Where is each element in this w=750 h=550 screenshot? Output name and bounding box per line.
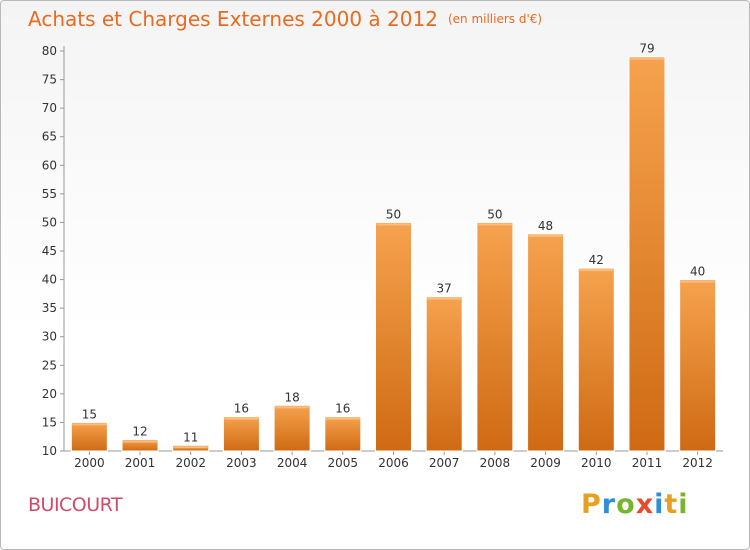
data-label: 40 [690, 265, 705, 279]
bar-highlight [173, 446, 208, 449]
y-tick-label: 55 [42, 187, 57, 201]
bar-highlight [680, 280, 715, 283]
logo-letter: i [678, 489, 689, 520]
bar [628, 56, 666, 452]
bar [476, 221, 514, 452]
data-label: 79 [639, 42, 654, 56]
x-tick-label: 2007 [429, 456, 460, 470]
bar-highlight [427, 297, 462, 300]
x-tick-label: 2009 [530, 456, 561, 470]
y-tick-label: 80 [42, 44, 57, 58]
y-tick-label: 10 [42, 444, 57, 458]
y-tick-label: 65 [42, 130, 57, 144]
data-label: 18 [284, 390, 299, 404]
y-tick-label: 35 [42, 301, 57, 315]
bar-highlight [72, 423, 107, 426]
y-tick-label: 50 [42, 215, 57, 229]
x-tick-label: 2006 [378, 456, 409, 470]
logo-letter: o [616, 489, 636, 520]
x-tick-label: 2012 [682, 456, 713, 470]
data-label: 42 [589, 253, 604, 267]
bar-highlight [528, 234, 563, 237]
bar [577, 267, 615, 452]
bar [324, 416, 362, 452]
data-label: 50 [487, 207, 502, 221]
data-label: 15 [82, 407, 97, 421]
y-tick-label: 60 [42, 158, 57, 172]
bar-highlight [275, 406, 310, 409]
logo-letter: r [601, 489, 617, 520]
data-label: 37 [437, 282, 452, 296]
y-tick-label: 40 [42, 273, 57, 287]
data-label: 12 [132, 425, 147, 439]
data-label: 48 [538, 219, 553, 233]
y-tick-label: 75 [42, 73, 57, 87]
logo-letter: x [635, 489, 655, 520]
bar [679, 279, 717, 452]
y-tick-label: 70 [42, 101, 57, 115]
proxiti-logo: Proxiti [581, 489, 689, 520]
bar [425, 296, 463, 452]
data-label: 50 [386, 207, 401, 221]
chart-title: Achats et Charges Externes 2000 à 2012 (e… [28, 7, 542, 31]
data-label: 16 [335, 402, 350, 416]
bar [273, 404, 311, 452]
x-tick-label: 2002 [175, 456, 206, 470]
bar [70, 421, 108, 452]
data-label: 16 [234, 402, 249, 416]
bar-highlight [123, 440, 158, 443]
bar-highlight [579, 269, 614, 272]
bar [222, 416, 260, 452]
bar [527, 233, 565, 452]
y-tick-label: 15 [42, 415, 57, 429]
x-tick-label: 2010 [581, 456, 612, 470]
bar [121, 439, 159, 452]
bar-highlight [376, 223, 411, 226]
bars: 15 12 11 16 18 16 50 37 50 48 42 79 40 [70, 42, 717, 452]
logo-letter: i [654, 489, 665, 520]
bar-highlight [325, 417, 360, 420]
x-tick-label: 2001 [125, 456, 156, 470]
bar-highlight [224, 417, 259, 420]
x-tick-label: 2005 [328, 456, 359, 470]
y-tick-label: 45 [42, 244, 57, 258]
logo-letter: P [581, 489, 602, 520]
data-label: 11 [183, 430, 198, 444]
commune-name: BUICOURT [28, 494, 123, 516]
bar [375, 221, 412, 452]
bar-highlight [477, 223, 512, 226]
title-text: Achats et Charges Externes 2000 à 2012 [28, 7, 438, 31]
y-tick-label: 30 [42, 330, 57, 344]
bar-highlight [629, 57, 664, 60]
logo-letter: t [664, 489, 679, 520]
y-tick-label: 20 [42, 387, 57, 401]
y-tick-label: 25 [42, 358, 57, 372]
x-tick-label: 2000 [74, 456, 105, 470]
chart-subtitle: (en milliers d'€) [447, 12, 543, 26]
x-tick-label: 2004 [277, 456, 308, 470]
x-tick-label: 2011 [632, 456, 663, 470]
x-tick-label: 2003 [226, 456, 257, 470]
axes: 10 15 20 25 30 35 40 45 50 55 60 65 70 75 80 2000 2001 20… [42, 44, 723, 470]
x-tick-label: 2008 [480, 456, 511, 470]
